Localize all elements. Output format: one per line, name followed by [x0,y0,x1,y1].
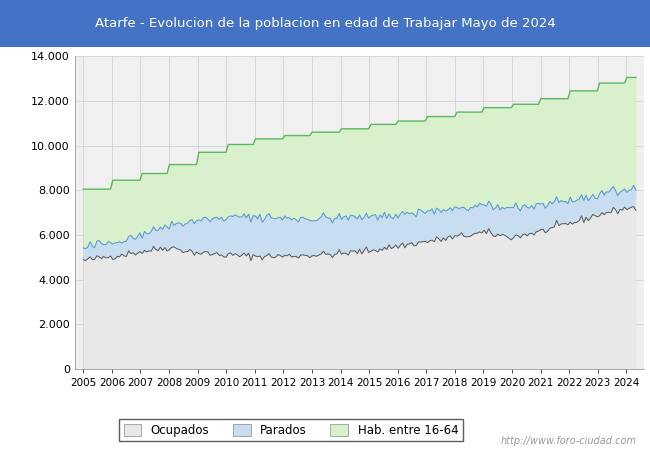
Text: foro-ciudad.com: foro-ciudad.com [220,214,499,243]
Text: Atarfe - Evolucion de la poblacion en edad de Trabajar Mayo de 2024: Atarfe - Evolucion de la poblacion en ed… [95,17,555,30]
Text: http://www.foro-ciudad.com: http://www.foro-ciudad.com [501,436,637,446]
Legend: Ocupados, Parados, Hab. entre 16-64: Ocupados, Parados, Hab. entre 16-64 [119,419,463,441]
